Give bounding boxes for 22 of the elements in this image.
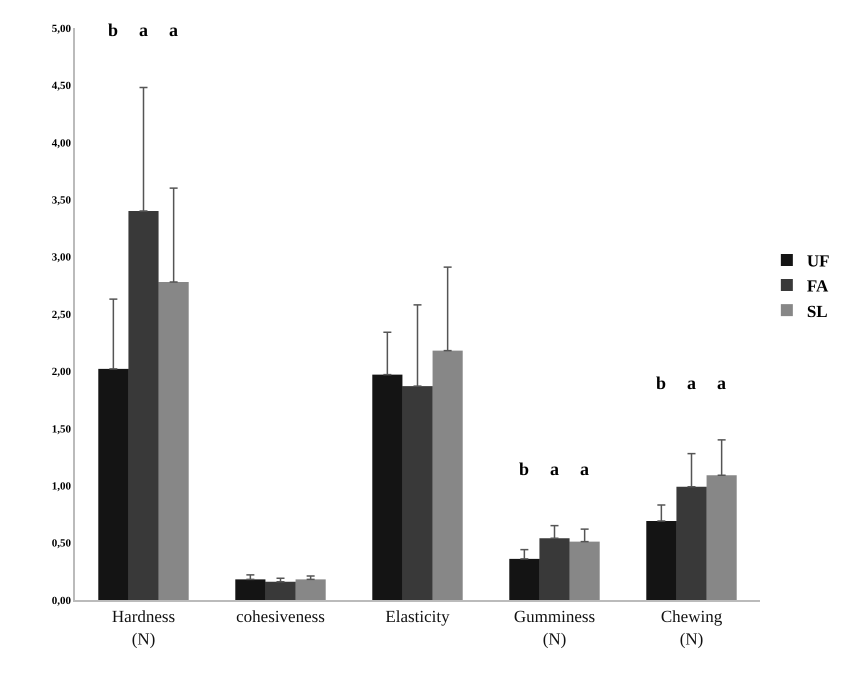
y-tick-label: 0,00 bbox=[52, 594, 72, 607]
y-tick-label: 1,50 bbox=[52, 423, 72, 436]
x-tick-label: Elasticity bbox=[385, 607, 450, 626]
annotation: b a a bbox=[656, 373, 726, 393]
y-tick-label: 0,50 bbox=[52, 538, 72, 550]
x-tick-label: cohesiveness bbox=[236, 607, 325, 626]
y-tick-label: 3,00 bbox=[52, 252, 72, 264]
x-tick-label: Hardness (N) bbox=[112, 607, 176, 648]
x-tick-label: Chewing (N) bbox=[660, 607, 723, 648]
y-tick-label: 3,50 bbox=[52, 194, 72, 206]
y-tick-label: 2,00 bbox=[52, 366, 72, 378]
y-tick-label: 4,00 bbox=[52, 137, 72, 150]
y-tick-label: 4,50 bbox=[52, 80, 72, 92]
annotation: b a a bbox=[519, 459, 589, 479]
y-tick-label: 5,00 bbox=[52, 22, 72, 35]
annotation: b a a bbox=[108, 20, 178, 40]
x-tick-label: Gumminess (N) bbox=[514, 607, 596, 648]
legend-label: SL bbox=[806, 302, 828, 321]
legend-label: FA bbox=[806, 276, 829, 296]
y-tick-label: 2,50 bbox=[52, 308, 72, 321]
legend-label: UF bbox=[806, 252, 830, 271]
y-tick-label: 1,00 bbox=[52, 480, 72, 492]
